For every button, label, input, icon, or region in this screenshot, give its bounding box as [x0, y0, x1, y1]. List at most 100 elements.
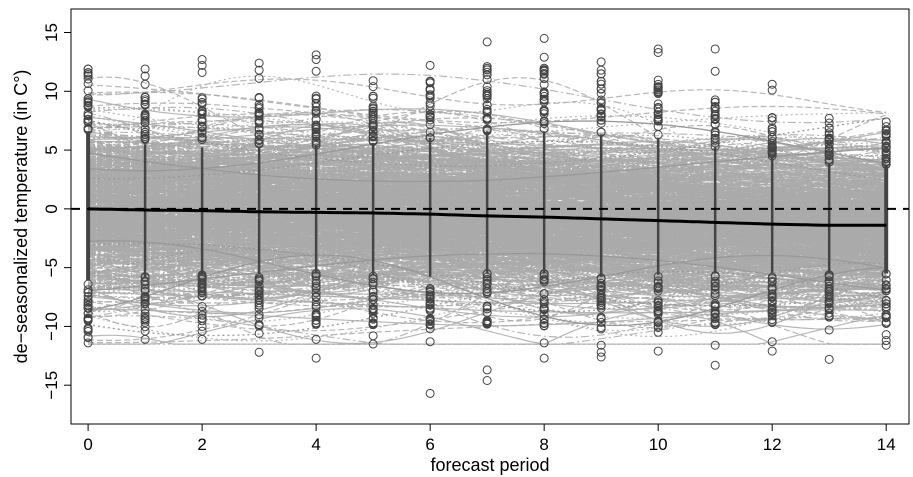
observation-point	[539, 269, 549, 279]
observation-point	[368, 303, 378, 313]
observation-point	[482, 278, 492, 288]
observation-point	[596, 115, 606, 125]
observation-point	[881, 159, 891, 169]
observation-point	[254, 328, 264, 338]
observation-point	[710, 66, 720, 76]
observation-point	[83, 294, 93, 304]
observation-point	[254, 92, 264, 102]
observation-point	[653, 47, 663, 57]
observation-point	[140, 305, 150, 315]
observation-point	[539, 274, 549, 284]
observation-point	[881, 280, 891, 290]
observation-point	[710, 281, 720, 291]
scenario-line	[87, 221, 887, 254]
observation-point	[881, 299, 891, 309]
observation-point	[83, 74, 93, 84]
observation-point	[311, 315, 321, 325]
observation-point	[482, 302, 492, 312]
observation-point	[197, 334, 207, 344]
observation-point	[197, 316, 207, 326]
observation-point	[710, 95, 720, 105]
observation-point	[197, 55, 207, 65]
observation-point	[311, 98, 321, 108]
observation-point	[824, 287, 834, 297]
x-tick-label: 14	[877, 435, 896, 454]
observation-point	[539, 321, 549, 331]
observation-point	[710, 314, 720, 324]
scenario-line	[87, 282, 887, 342]
observation-point	[311, 269, 321, 279]
observation-point	[767, 346, 777, 356]
scenario-line	[88, 197, 887, 223]
observation-point	[881, 275, 891, 285]
observation-point	[83, 114, 93, 124]
observation-point	[140, 277, 150, 287]
observation-point	[83, 332, 93, 342]
observation-point	[197, 321, 207, 331]
observation-point	[482, 274, 492, 284]
observation-point	[311, 288, 321, 298]
scenario-line	[88, 311, 887, 345]
observation-point	[596, 76, 606, 86]
observation-point	[539, 353, 549, 363]
observation-point	[197, 67, 207, 77]
observation-point	[653, 323, 663, 333]
observation-point	[254, 289, 264, 299]
observation-point	[482, 100, 492, 110]
observation-point	[197, 282, 207, 292]
scenario-line	[87, 245, 887, 328]
observation-point	[653, 112, 663, 122]
observation-point	[368, 108, 378, 118]
observation-point	[425, 133, 435, 143]
observation-point	[539, 95, 549, 105]
observation-point	[311, 102, 321, 112]
observation-point	[482, 287, 492, 297]
observation-point	[140, 118, 150, 128]
y-tick-label: −5	[42, 258, 61, 277]
observation-point	[767, 284, 777, 294]
observation-point	[311, 66, 321, 76]
observation-point	[140, 317, 150, 327]
scenario-line	[88, 308, 887, 345]
observation-point	[197, 60, 207, 70]
observation-point	[710, 128, 720, 138]
observation-point	[311, 353, 321, 363]
observation-point	[824, 272, 834, 282]
observation-point	[710, 104, 720, 114]
observation-point	[482, 67, 492, 77]
scenario-line	[88, 108, 887, 148]
observation-point	[425, 319, 435, 329]
scenario-line	[88, 134, 887, 196]
observation-point	[596, 281, 606, 291]
observation-point	[767, 296, 777, 306]
observation-point	[653, 89, 663, 99]
observation-point	[368, 292, 378, 302]
observation-point	[539, 33, 549, 43]
observation-point	[767, 140, 777, 150]
observation-point	[368, 82, 378, 92]
observation-point	[482, 70, 492, 80]
observation-point	[83, 64, 93, 74]
observation-point	[824, 270, 834, 280]
observation-point	[596, 95, 606, 105]
observation-point	[368, 91, 378, 101]
observation-point	[83, 111, 93, 121]
observation-point	[83, 301, 93, 311]
observation-point	[881, 330, 891, 340]
observation-point	[653, 346, 663, 356]
observation-point	[425, 115, 435, 125]
observation-point	[767, 314, 777, 324]
observation-point	[767, 116, 777, 126]
observation-point	[710, 101, 720, 111]
observation-point	[653, 103, 663, 113]
observation-point	[710, 97, 720, 107]
observation-point	[425, 91, 435, 101]
observation-point	[881, 154, 891, 164]
scenario-line	[87, 248, 887, 292]
observation-point	[767, 274, 777, 284]
observation-point	[368, 121, 378, 131]
observation-point	[368, 271, 378, 281]
scenario-line	[88, 76, 887, 165]
observation-point	[311, 291, 321, 301]
